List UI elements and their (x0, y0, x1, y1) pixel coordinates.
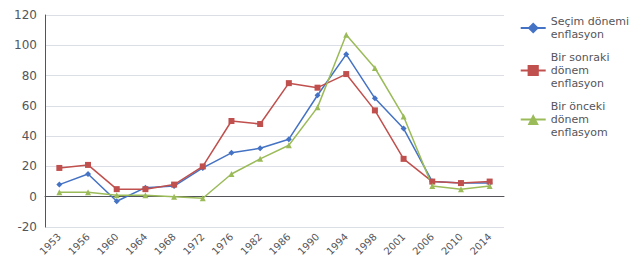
svg-text:Bir sonraki: Bir sonraki (551, 51, 610, 64)
svg-text:120: 120 (14, 8, 37, 22)
svg-text:1990: 1990 (296, 231, 322, 257)
svg-text:Seçim dönemi: Seçim dönemi (551, 15, 629, 28)
svg-text:80: 80 (22, 69, 37, 83)
svg-text:enflasyon: enflasyon (551, 28, 604, 41)
svg-text:dönem: dönem (551, 64, 589, 77)
svg-text:2001: 2001 (382, 231, 408, 257)
svg-text:1976: 1976 (210, 231, 236, 257)
svg-text:1968: 1968 (152, 231, 178, 257)
svg-text:1964: 1964 (124, 231, 150, 257)
svg-text:1953: 1953 (37, 231, 63, 257)
svg-text:1960: 1960 (95, 231, 121, 257)
svg-text:1982: 1982 (238, 231, 264, 257)
svg-text:20: 20 (22, 159, 37, 173)
svg-text:Bir önceki: Bir önceki (551, 100, 606, 113)
svg-text:1986: 1986 (267, 231, 293, 257)
svg-text:60: 60 (22, 99, 37, 113)
svg-text:1956: 1956 (66, 231, 92, 257)
svg-text:enflasyom: enflasyom (551, 126, 608, 139)
svg-text:2006: 2006 (410, 231, 436, 257)
svg-text:dönem: dönem (551, 113, 589, 126)
svg-text:-20: -20 (17, 220, 37, 234)
svg-text:1972: 1972 (181, 231, 207, 257)
svg-text:100: 100 (14, 38, 37, 52)
svg-text:2014: 2014 (468, 231, 494, 257)
svg-text:0: 0 (29, 190, 37, 204)
svg-text:1998: 1998 (353, 231, 379, 257)
svg-text:1994: 1994 (324, 231, 350, 257)
svg-text:2010: 2010 (439, 231, 465, 257)
svg-text:enflasyon: enflasyon (551, 77, 604, 90)
svg-text:40: 40 (22, 129, 37, 143)
